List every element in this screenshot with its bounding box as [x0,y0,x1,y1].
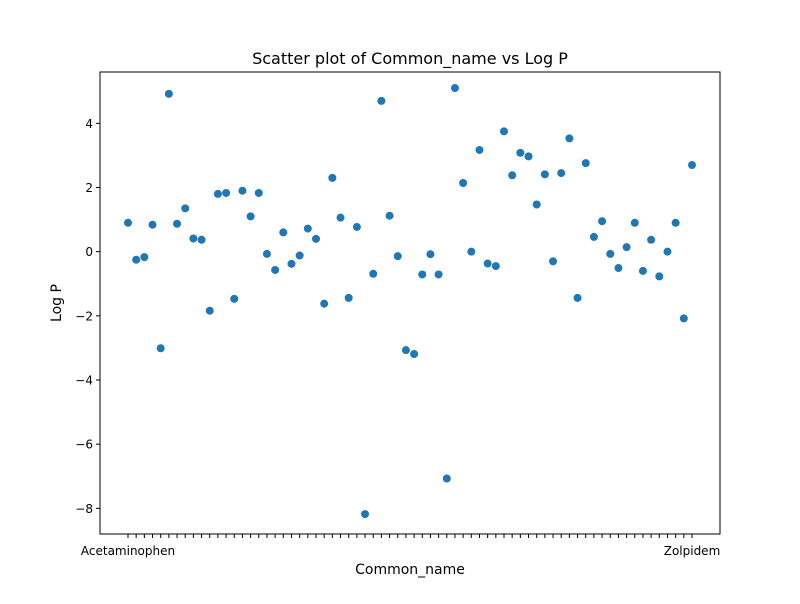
data-point [385,211,394,220]
data-point [181,204,190,213]
data-point [679,314,688,323]
data-point [295,251,304,260]
data-point [328,173,337,182]
data-points [124,84,696,519]
data-point [671,218,680,227]
data-point [434,270,443,279]
data-point [647,235,656,244]
data-point [655,272,664,281]
data-point [500,127,508,136]
y-tick-label: −4 [75,374,93,388]
data-point [156,344,165,353]
data-point [312,234,320,243]
axes: −8 −6 −4 −2 0 2 4 Acetaminophen Zolpidem [75,71,721,558]
data-point [540,170,549,179]
data-point [467,247,476,256]
data-point [164,89,173,98]
y-tick-label: 4 [85,117,93,131]
data-point [622,243,631,252]
data-point [238,186,247,195]
data-point [549,257,558,266]
data-point [557,169,566,178]
y-tick-label: −6 [75,438,93,452]
data-point [352,222,361,231]
data-point [205,306,214,315]
data-point [222,188,231,197]
data-point [279,228,288,237]
data-point [377,96,386,105]
data-point [581,159,590,168]
x-tick-label-last: Zolpidem [664,544,721,558]
data-point [516,148,525,157]
data-point [598,217,607,226]
data-point [475,145,484,154]
data-point [344,293,353,302]
data-point [140,253,149,262]
x-axis-label: Common_name [355,562,465,578]
data-point [320,299,329,308]
data-point [491,262,500,271]
data-point [361,510,370,519]
data-point [459,179,468,188]
data-point [124,218,132,227]
data-point [532,200,541,209]
data-point [262,249,271,258]
y-tick-label: −2 [75,309,93,323]
data-point [418,270,427,279]
data-point [450,84,459,93]
data-point [173,219,182,228]
data-point [483,259,492,268]
y-tick-label: −8 [75,502,93,516]
data-point [688,161,696,170]
data-point [589,232,598,241]
data-point [508,171,517,180]
data-point [565,134,574,143]
data-point [336,213,345,222]
data-point [410,350,419,359]
data-point [246,212,255,221]
data-point [573,293,582,302]
data-point [213,189,222,198]
data-point [189,234,198,243]
data-point [393,252,402,261]
data-point [524,152,533,161]
data-point [287,259,296,268]
y-tick-label: 0 [85,245,93,259]
data-point [638,266,647,275]
data-point [663,247,672,256]
data-point [369,269,378,278]
data-point [230,294,239,303]
data-point [614,264,623,273]
data-point [606,249,615,258]
data-point [442,474,451,483]
data-point [303,224,312,233]
data-point [426,250,435,259]
data-point [401,346,410,355]
data-point [254,188,263,197]
y-tick-label: 2 [85,181,93,195]
data-point [271,265,280,274]
y-axis-label: Log P [49,284,65,322]
data-point [148,220,157,229]
data-point [197,235,206,244]
x-tick-label-first: Acetaminophen [81,544,175,558]
data-point [630,218,639,227]
data-point [132,255,141,264]
chart-title: Scatter plot of Common_name vs Log P [252,49,568,69]
plot-frame [99,71,721,535]
